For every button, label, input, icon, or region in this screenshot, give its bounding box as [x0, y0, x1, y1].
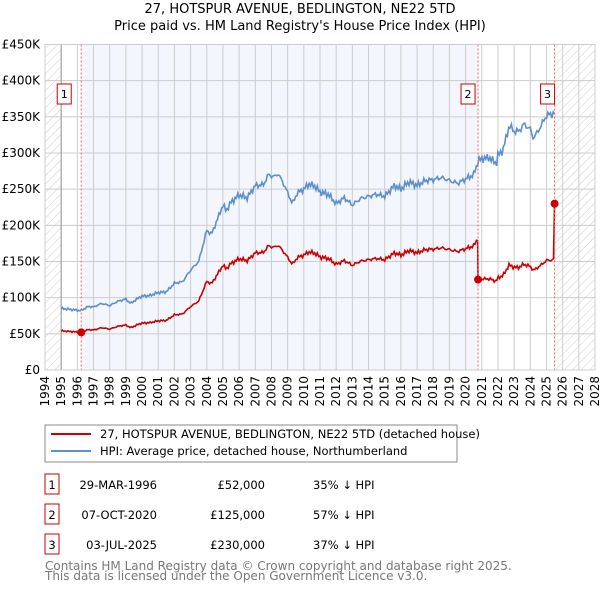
sale-number-box	[44, 533, 60, 555]
footer-copyright: Contains HM Land Registry data © Crown c…	[45, 559, 512, 573]
x-tick-label: 2028	[588, 376, 600, 407]
x-tick-label: 2001	[151, 376, 165, 407]
y-tick-label: £300K	[2, 146, 42, 160]
x-tick-label: 2000	[135, 376, 149, 407]
sale-price: £125,000	[210, 508, 265, 522]
sale-num: 1	[48, 478, 55, 492]
x-tick-label: 2006	[232, 376, 246, 407]
x-tick-label: 2017	[410, 376, 424, 407]
x-tick-label: 2005	[216, 376, 230, 407]
x-tick-label: 2023	[507, 376, 521, 407]
y-tick-label: £50K	[9, 327, 41, 341]
y-tick-label: £100K	[2, 291, 42, 305]
x-tick-label: 2024	[523, 376, 537, 407]
x-tick-label: 1996	[70, 376, 84, 407]
x-tick-label: 2003	[184, 376, 198, 407]
footer-licence: This data is licensed under the Open Gov…	[44, 569, 427, 583]
sale-date: 29-MAR-1996	[79, 478, 157, 492]
sale-2-label-box	[460, 83, 476, 105]
x-tick-label: 2022	[491, 376, 505, 407]
y-tick-label: £150K	[2, 255, 42, 269]
y-tick-label: £0	[25, 363, 40, 377]
x-tick-label: 2013	[345, 376, 359, 407]
y-tick-label: £350K	[2, 110, 42, 124]
sale-3-point	[550, 199, 559, 208]
chart-subtitle: Price paid vs. HM Land Registry's House …	[114, 19, 486, 34]
x-tick-label: 1994	[38, 376, 52, 407]
plot-border	[44, 44, 596, 371]
x-tick-label: 2008	[264, 376, 278, 407]
x-tick-label: 2009	[281, 376, 295, 407]
x-tick-label: 2002	[167, 376, 181, 407]
sale-num: 3	[48, 538, 55, 552]
sale-price: £52,000	[217, 478, 265, 492]
x-tick-label: 2019	[442, 376, 456, 407]
x-tick-label: 2014	[362, 376, 376, 407]
sale-number-box	[44, 503, 60, 525]
x-tick-label: 1999	[119, 376, 133, 407]
x-tick-label: 2007	[248, 376, 262, 407]
sales-table-row: 3 03-JUL-2025 £230,000 37% ↓ HPI	[44, 533, 374, 555]
x-tick-label: 2018	[426, 376, 440, 407]
sale-3-label: 3	[544, 88, 551, 101]
sales-table-row: 2 07-OCT-2020 £125,000 57% ↓ HPI	[44, 503, 374, 525]
sale-num: 2	[48, 508, 55, 522]
x-tick-label: 2026	[556, 376, 570, 407]
x-tick-label: 2012	[329, 376, 343, 407]
sale-2-point	[474, 275, 483, 284]
sale-date: 03-JUL-2025	[86, 538, 157, 552]
hatched-region-after	[554, 44, 595, 370]
x-tick-label: 1995	[54, 376, 68, 407]
x-tick-label: 2020	[459, 376, 473, 407]
x-tick-label: 2010	[297, 376, 311, 407]
property-series-line	[60, 203, 556, 334]
legend: 27, HOTSPUR AVENUE, BEDLINGTON, NE22 5TD…	[44, 424, 480, 463]
x-tick-label: 2016	[394, 376, 408, 407]
x-tick-label: 2021	[475, 376, 489, 407]
x-tick-label: 2025	[539, 376, 553, 407]
legend-label-hpi: HPI: Average price, detached house, Nort…	[100, 444, 407, 458]
chart-title: 27, HOTSPUR AVENUE, BEDLINGTON, NE22 5TD	[145, 2, 456, 17]
sale-1-label: 1	[61, 88, 68, 101]
x-tick-label: 2011	[313, 376, 327, 407]
sale-1-label-box	[56, 83, 72, 105]
sale-hpi-diff: 35% ↓ HPI	[313, 478, 374, 492]
sale-hpi-diff: 57% ↓ HPI	[313, 508, 374, 522]
x-tick-label: 2027	[572, 376, 586, 407]
legend-label-property: 27, HOTSPUR AVENUE, BEDLINGTON, NE22 5TD…	[100, 427, 480, 441]
hpi-series-line	[60, 110, 556, 313]
x-tick-label: 2004	[200, 376, 214, 407]
x-tick-label: 2015	[378, 376, 392, 407]
sales-table: 1 29-MAR-1996 £52,000 35% ↓ HPI 2 07-OCT-2020…	[44, 473, 374, 555]
x-tick-label: 1997	[87, 376, 101, 407]
x-tick-label: 1998	[103, 376, 117, 407]
sale-price: £230,000	[210, 538, 265, 552]
plot-area: 1994 1995 1996 1997 1998 1999 2000 2001 2002 2003…	[2, 38, 600, 407]
sale-number-box	[44, 473, 60, 495]
hatched-region-before	[45, 44, 62, 370]
sales-table-row: 1 29-MAR-1996 £52,000 35% ↓ HPI	[44, 473, 374, 495]
sale-date: 07-OCT-2020	[81, 508, 157, 522]
y-tick-label: £200K	[2, 218, 42, 232]
sale-3-label-box	[540, 83, 556, 105]
sale-hpi-diff: 37% ↓ HPI	[313, 538, 374, 552]
sale-2-label: 2	[465, 88, 472, 101]
y-tick-label: £400K	[2, 74, 42, 88]
sale-1-point	[77, 328, 86, 337]
y-tick-label: £450K	[2, 38, 42, 52]
ownership-period-shading	[81, 44, 479, 370]
y-tick-label: £250K	[2, 182, 42, 196]
